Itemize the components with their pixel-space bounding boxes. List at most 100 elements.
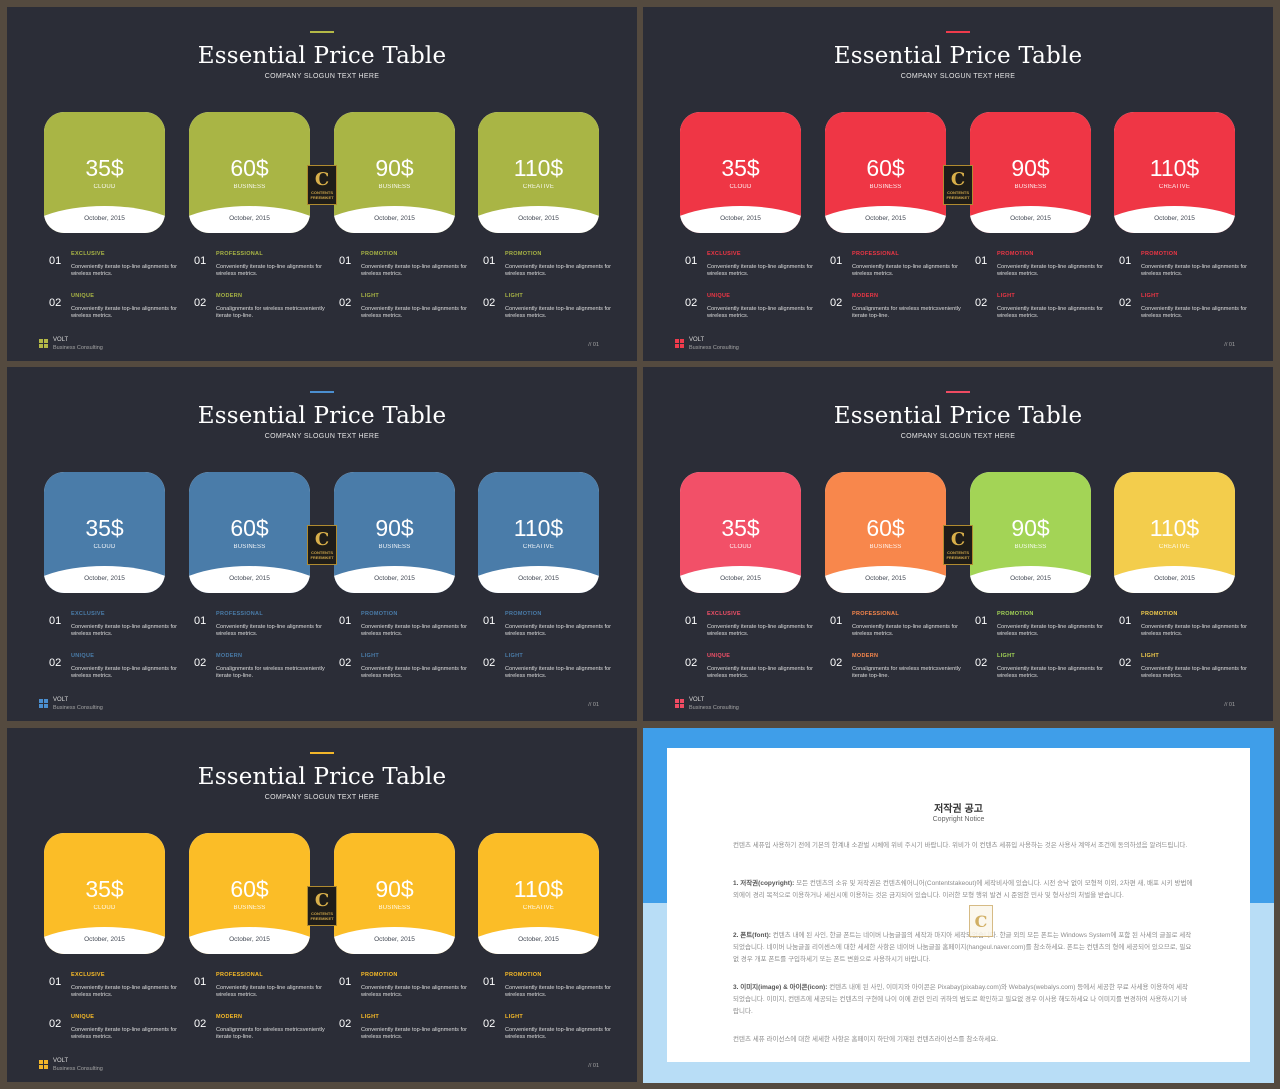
feature-item: 01 EXCLUSIVE Conveniently iterate top-li… (49, 611, 189, 651)
watermark-text-line2: FREEMIKET (946, 555, 970, 560)
price-date: October, 2015 (1154, 575, 1195, 582)
price-card[interactable]: 60$ BUSINESS October, 2015 (825, 472, 946, 593)
price-table-slide[interactable]: Essential Price Table COMPANY SLOGUN TEX… (7, 728, 637, 1082)
price-tier: CLOUD (93, 905, 116, 911)
watermark-text-line2: FREEMIKET (946, 195, 970, 200)
watermark-text-line1: CONTENTS (311, 550, 333, 555)
price-card[interactable]: 90$ BUSINESS October, 2015 (970, 472, 1091, 593)
feature-title: PROMOTION (997, 251, 1034, 257)
price-table-slide[interactable]: Essential Price Table COMPANY SLOGUN TEX… (7, 7, 637, 361)
price-value: 60$ (230, 876, 269, 902)
price-card[interactable]: 90$ BUSINESS October, 2015 (334, 112, 455, 233)
price-table-slide[interactable]: Essential Price Table COMPANY SLOGUN TEX… (643, 367, 1273, 721)
price-card[interactable]: 35$ CLOUD October, 2015 (680, 472, 801, 593)
feature-item: 01 EXCLUSIVE Conveniently iterate top-li… (685, 611, 825, 651)
feature-description: Conveniently iterate top-line alignments… (361, 985, 468, 998)
feature-title: LIGHT (997, 653, 1015, 659)
feature-title: MODERN (216, 293, 243, 299)
price-date: October, 2015 (229, 215, 270, 222)
price-date: October, 2015 (84, 936, 125, 943)
feature-item: 02 MODERN Conalignments for wireless met… (830, 293, 970, 333)
price-card[interactable]: 60$ BUSINESS October, 2015 (189, 833, 310, 954)
feature-description: Conveniently iterate top-line alignments… (71, 666, 178, 679)
watermark-text-line2: FREEMIKET (310, 916, 334, 921)
feature-number: 01 (830, 255, 843, 267)
feature-number: 01 (1119, 615, 1132, 627)
notice-item-text: 컨텐츠 내에 된 사인, 이미지와 아이콘은 Pixabay(pixabay.c… (733, 984, 1188, 1015)
feature-number: 02 (1119, 657, 1132, 669)
feature-title: EXCLUSIVE (71, 972, 105, 978)
price-card[interactable]: 110$ CREATIVE October, 2015 (478, 833, 599, 954)
slide-slogan: COMPANY SLOGUN TEXT HERE (264, 433, 380, 440)
feature-number: 02 (194, 1018, 207, 1030)
page-number: // 01 (588, 702, 599, 708)
price-card[interactable]: 60$ BUSINESS October, 2015 (189, 112, 310, 233)
feature-title: PROFESSIONAL (852, 251, 899, 257)
slide-title: Essential Price Table (197, 43, 447, 69)
price-card[interactable]: 110$ CREATIVE October, 2015 (1114, 472, 1235, 593)
price-tier: BUSINESS (1014, 184, 1047, 190)
watermark-letter: C (314, 529, 330, 550)
price-card-curve (478, 566, 599, 593)
price-card[interactable]: 35$ CLOUD October, 2015 (680, 112, 801, 233)
feature-number: 02 (685, 297, 698, 309)
feature-title: UNIQUE (71, 1014, 95, 1020)
feature-number: 02 (483, 1018, 496, 1030)
notice-item-text: 모든 컨텐츠의 소유 및 저작권은 컨텐츠쉐어니어(Contentstakeou… (733, 880, 1193, 899)
feature-description: Conveniently iterate top-line alignments… (1141, 624, 1248, 637)
brand-name: VOLT (53, 697, 69, 703)
copyright-notice-slide[interactable]: 저작권 공고 Copyright Notice 컨텐츠 세퓨입 사용하기 전에 … (643, 728, 1274, 1083)
feature-number: 01 (1119, 255, 1132, 267)
feature-item: 02 LIGHT Conveniently iterate top-line a… (1119, 653, 1259, 693)
page-number: // 01 (1224, 342, 1235, 348)
watermark-letter: C (314, 890, 330, 911)
feature-item: 01 EXCLUSIVE Conveniently iterate top-li… (685, 251, 825, 291)
price-tier: BUSINESS (378, 184, 411, 190)
price-card[interactable]: 110$ CREATIVE October, 2015 (478, 112, 599, 233)
price-card[interactable]: 60$ BUSINESS October, 2015 (189, 472, 310, 593)
feature-number: 02 (483, 297, 496, 309)
price-card-curve (189, 206, 310, 233)
price-card[interactable]: 35$ CLOUD October, 2015 (44, 112, 165, 233)
feature-title: PROMOTION (997, 611, 1034, 617)
feature-description: Conveniently iterate top-line alignments… (216, 264, 323, 277)
price-card[interactable]: 35$ CLOUD October, 2015 (44, 472, 165, 593)
price-card[interactable]: 90$ BUSINESS October, 2015 (334, 472, 455, 593)
feature-description: Conveniently iterate top-line alignments… (361, 624, 468, 637)
brand-logo-icon (675, 699, 685, 709)
feature-description: Conveniently iterate top-line alignments… (505, 306, 612, 319)
price-tier: BUSINESS (1014, 544, 1047, 550)
price-table-slide[interactable]: Essential Price Table COMPANY SLOGUN TEX… (643, 7, 1273, 361)
notice-title: 저작권 공고 (934, 804, 983, 815)
feature-title: UNIQUE (71, 653, 95, 659)
brand-logo-icon (39, 699, 49, 709)
feature-item: 01 PROMOTION Conveniently iterate top-li… (339, 972, 479, 1012)
feature-description: Conveniently iterate top-line alignments… (997, 666, 1104, 679)
price-card[interactable]: 60$ BUSINESS October, 2015 (825, 112, 946, 233)
feature-title: MODERN (852, 653, 879, 659)
price-date: October, 2015 (1010, 215, 1051, 222)
feature-description: Conveniently iterate top-line alignments… (505, 666, 612, 679)
title-accent-line (946, 31, 970, 33)
price-tier: BUSINESS (869, 184, 902, 190)
feature-title: PROMOTION (505, 611, 542, 617)
price-card[interactable]: 90$ BUSINESS October, 2015 (334, 833, 455, 954)
price-tier: BUSINESS (233, 184, 266, 190)
price-card[interactable]: 110$ CREATIVE October, 2015 (478, 472, 599, 593)
feature-item: 02 UNIQUE Conveniently iterate top-line … (685, 293, 825, 333)
price-card[interactable]: 90$ BUSINESS October, 2015 (970, 112, 1091, 233)
feature-item: 02 LIGHT Conveniently iterate top-line a… (339, 653, 479, 693)
price-table-slide[interactable]: Essential Price Table COMPANY SLOGUN TEX… (7, 367, 637, 721)
price-card[interactable]: 35$ CLOUD October, 2015 (44, 833, 165, 954)
feature-title: LIGHT (361, 1014, 379, 1020)
watermark-logo: C CONTENTS FREEMIKET (307, 165, 337, 205)
feature-title: MODERN (216, 653, 243, 659)
feature-item: 02 LIGHT Conveniently iterate top-line a… (339, 293, 479, 333)
price-card-curve (680, 206, 801, 233)
watermark-logo: C CONTENTS FREEMIKET (943, 525, 973, 565)
price-tier: BUSINESS (378, 905, 411, 911)
price-date: October, 2015 (374, 575, 415, 582)
price-value: 35$ (721, 155, 760, 181)
price-card[interactable]: 110$ CREATIVE October, 2015 (1114, 112, 1235, 233)
feature-number: 01 (339, 255, 352, 267)
